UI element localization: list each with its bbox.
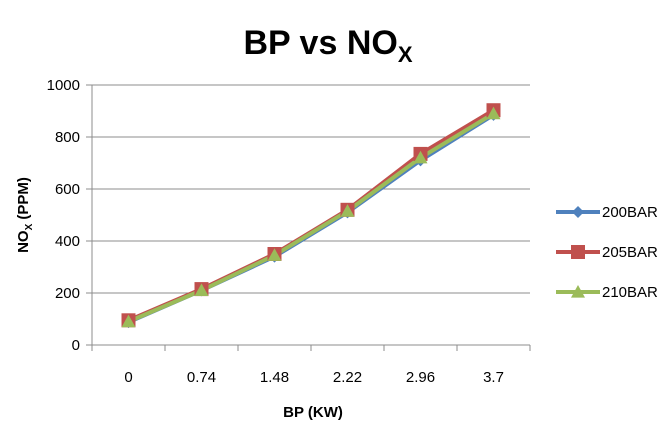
chart-title-subscript: X <box>398 42 413 67</box>
legend-marker <box>572 206 584 218</box>
y-tick-label: 800 <box>55 129 80 146</box>
plot-area: 0 200 400 600 800 1000 0 0.74 1.48 2.22 2.96 3.7 <box>47 77 530 386</box>
y-tick-label: 0 <box>72 337 80 354</box>
legend-marker <box>571 245 585 259</box>
x-tick-label: 1.48 <box>260 369 289 386</box>
series-line-210bar <box>129 114 494 322</box>
x-tick-label: 2.22 <box>333 369 362 386</box>
y-axis-label-rest: (PPM) <box>15 177 32 224</box>
y-tick-label: 600 <box>55 181 80 198</box>
legend: 200BAR 205BAR 210BAR <box>556 204 658 301</box>
x-tick-label: 3.7 <box>483 369 504 386</box>
series-line-205bar <box>129 110 494 320</box>
chart-title-main: BP vs NO <box>243 24 397 62</box>
legend-label: 210BAR <box>602 284 658 301</box>
legend-label: 200BAR <box>602 204 658 221</box>
chart-title: BP vs NOX <box>243 24 412 67</box>
y-tick-label: 1000 <box>47 77 80 94</box>
y-axis-label-main: NO <box>15 230 32 253</box>
y-axis-label: NOX (PPM) <box>15 177 35 253</box>
y-tick-label: 400 <box>55 233 80 250</box>
legend-label: 205BAR <box>602 244 658 261</box>
x-tick-label: 2.96 <box>406 369 435 386</box>
x-axis-label: BP (KW) <box>283 404 343 421</box>
x-tick-label: 0.74 <box>187 369 216 386</box>
x-tick-label: 0 <box>124 369 132 386</box>
y-tick-label: 200 <box>55 285 80 302</box>
